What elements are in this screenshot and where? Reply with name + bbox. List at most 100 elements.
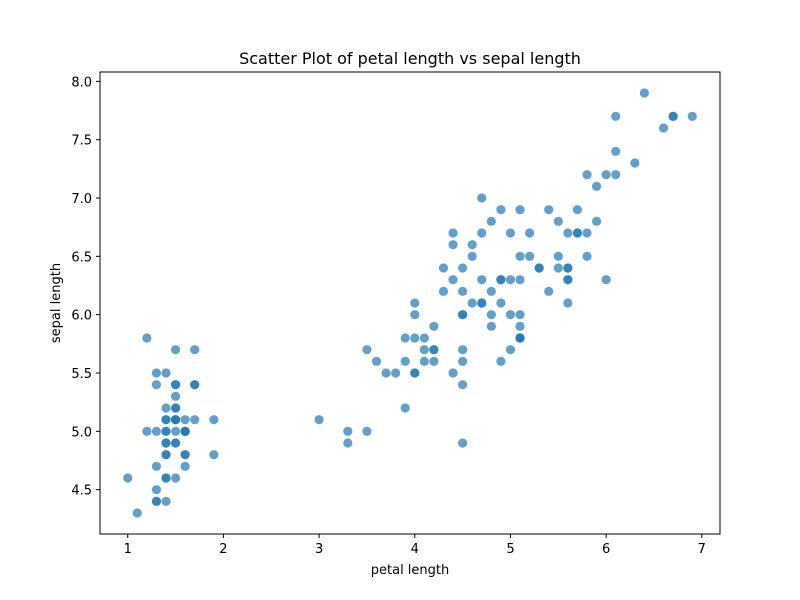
data-point [458,356,468,366]
data-point [180,415,190,425]
data-point [611,111,621,121]
data-point [572,228,583,238]
data-point [151,496,162,506]
y-tick-label: 7.0 [71,192,92,207]
data-point [515,275,525,285]
x-tick-label: 2 [219,542,227,557]
data-point [486,310,496,320]
data-point [438,263,449,273]
x-axis: 1 2 3 4 5 6 7 [124,534,706,557]
x-tick-label: 7 [698,542,706,557]
points-layer [123,88,697,518]
data-point [151,380,162,390]
data-point [544,205,554,215]
data-point [410,333,420,343]
x-tick-label: 5 [506,542,514,557]
data-point [161,415,171,425]
data-point [668,111,678,121]
x-tick-label: 1 [124,542,132,557]
data-point [400,333,410,343]
data-point [630,158,640,168]
data-point [458,310,468,320]
data-point [467,240,477,250]
y-tick-label: 8.0 [71,75,92,90]
data-point [314,415,324,425]
data-point [170,345,181,355]
data-point [477,298,487,308]
data-point [410,368,420,378]
data-point [563,298,573,308]
data-point [563,263,573,273]
data-point [467,298,477,308]
data-point [180,461,190,471]
data-point [190,415,200,425]
data-point [142,426,152,436]
data-point [448,240,458,250]
data-point [553,263,563,273]
data-point [458,263,468,273]
data-point [486,286,496,296]
data-point [371,356,382,366]
data-point [553,251,563,261]
data-point [611,146,621,156]
data-point [151,426,162,436]
data-point [639,88,650,98]
data-point [123,473,133,483]
data-point [161,473,171,483]
data-point [505,275,516,285]
data-point [477,228,487,238]
data-point [170,391,181,401]
data-point [170,473,181,483]
data-point [381,368,391,378]
data-point [180,426,190,436]
data-point [142,333,152,343]
data-point [170,426,181,436]
y-tick-label: 6.0 [71,309,92,324]
data-point [458,345,468,355]
data-point [687,111,697,121]
x-tick-label: 3 [315,542,323,557]
data-point [534,263,544,273]
data-point [601,170,611,180]
data-point [515,321,525,331]
data-point [496,205,506,215]
data-point [161,368,171,378]
data-point [161,496,171,506]
data-point [400,403,410,413]
data-point [582,251,592,261]
data-point [505,228,516,238]
data-point [170,380,181,390]
data-point [496,298,506,308]
x-axis-label: petal length [371,563,450,578]
data-point [132,508,142,518]
data-point [429,356,439,366]
y-tick-label: 5.5 [71,367,92,382]
data-point [515,310,525,320]
data-point [525,228,535,238]
data-point [400,356,410,366]
data-point [591,216,602,226]
data-point [458,438,468,448]
data-point [438,286,449,296]
data-point [419,333,429,343]
data-point [553,216,563,226]
data-point [448,275,458,285]
plot-frame [99,71,721,535]
data-point [458,380,468,390]
data-point [505,310,516,320]
data-point [170,438,181,448]
data-point [190,345,200,355]
y-tick-label: 5.0 [71,425,92,440]
data-point [563,228,573,238]
data-point [582,170,592,180]
data-point [419,356,429,366]
data-point [190,380,200,390]
data-point [410,298,420,308]
data-point [505,345,516,355]
data-point [161,438,171,448]
data-point [429,345,439,355]
data-point [209,415,219,425]
data-point [180,450,190,460]
data-point [496,356,506,366]
